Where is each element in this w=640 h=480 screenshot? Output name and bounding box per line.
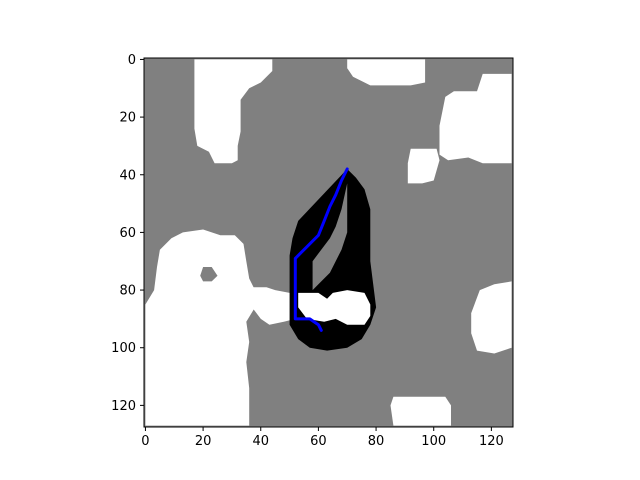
free-region <box>145 229 255 426</box>
y-tick-label: 100 <box>111 341 136 356</box>
y-tick-label: 80 <box>119 284 136 299</box>
plot-area <box>144 58 513 427</box>
y-tick-label: 20 <box>119 111 136 126</box>
y-tick-label: 120 <box>111 399 136 414</box>
free-region-overlay <box>298 290 371 325</box>
free-region <box>439 73 512 164</box>
free-region <box>194 59 273 164</box>
y-tick-label: 40 <box>119 168 136 183</box>
gray-patch <box>200 267 218 282</box>
free-region <box>347 59 426 86</box>
gray-inner-region <box>312 183 348 291</box>
path-layer <box>293 167 349 332</box>
y-tick-label: 60 <box>119 226 136 241</box>
path-line <box>293 167 349 332</box>
free-region <box>252 287 296 325</box>
x-tick-label: 0 <box>141 434 149 449</box>
free-region <box>471 281 512 354</box>
x-tick-label: 60 <box>310 434 327 449</box>
gray-patch-layer <box>200 267 218 282</box>
gray-inner-layer <box>298 183 371 325</box>
x-tick-label: 120 <box>479 434 504 449</box>
x-tick-label: 40 <box>252 434 269 449</box>
free-region <box>390 396 451 426</box>
free-region <box>407 148 440 184</box>
plot-frame <box>143 57 514 428</box>
x-tick-label: 100 <box>421 434 446 449</box>
x-tick-label: 20 <box>195 434 212 449</box>
x-tick-label: 80 <box>368 434 385 449</box>
y-axis-ticks: 0 20 40 60 80 100 120 <box>111 53 144 414</box>
x-axis-ticks: 0 20 40 60 80 100 120 <box>141 427 504 449</box>
y-tick-label: 0 <box>128 53 136 68</box>
